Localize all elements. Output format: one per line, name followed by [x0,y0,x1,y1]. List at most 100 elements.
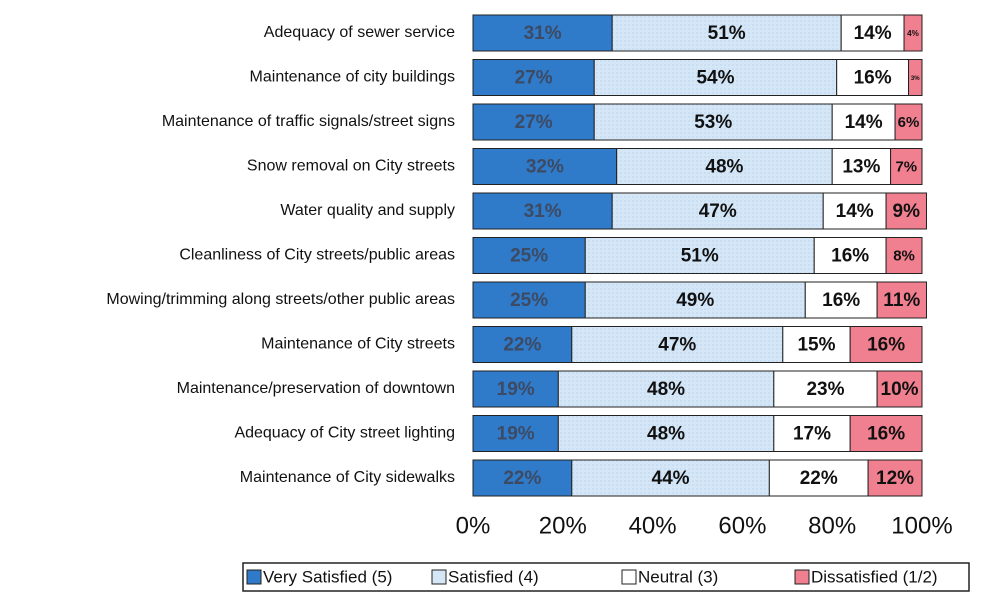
x-tick-label: 0% [456,512,491,539]
bar-segment [472,59,595,96]
legend-label: Neutral (3) [638,567,718,586]
bar-segment [616,148,833,185]
category-label: Adequacy of sewer service [264,24,455,41]
bar-segment [557,370,775,408]
value-label: 9% [893,201,921,222]
category-label: Maintenance of City streets [261,336,455,353]
value-label: 17% [793,424,831,445]
value-label: 4% [907,29,919,38]
bar-segment [611,192,824,230]
bar-segment [773,415,851,452]
legend-box [242,562,970,592]
bar-segment [890,148,923,185]
bar-segment [611,14,842,52]
category-label: Adequacy of City street lighting [234,425,455,442]
value-label: 49% [676,290,714,311]
bar-segment [782,326,851,363]
bar-segment [885,237,923,274]
category-label: Maintenance of traffic signals/street si… [162,113,455,130]
value-label: 53% [694,112,732,133]
value-label: 14% [836,201,874,222]
category-label: Maintenance/preservation of downtown [177,380,455,397]
value-label: 22% [503,468,541,489]
value-label: 31% [524,23,562,44]
bar-segment [836,59,910,96]
value-label: 22% [503,335,541,356]
bar-segment [593,103,833,141]
value-label: 51% [708,23,746,44]
value-label: 8% [893,247,915,264]
value-label: 11% [883,290,920,311]
value-label: 25% [510,246,548,267]
category-label: Mowing/trimming along streets/other publ… [106,291,455,308]
bar-segment [849,415,923,452]
value-label: 7% [895,158,917,175]
bar-segment [804,281,878,319]
value-label: 27% [515,112,553,133]
value-label: 19% [497,424,535,445]
bar-segment [876,370,923,408]
value-label: 19% [497,379,535,400]
value-label: 16% [822,290,860,311]
bar-segment [557,415,775,452]
legend-label: Very Satisfied (5) [263,567,392,586]
value-label: 32% [526,157,564,178]
bar-segment [584,281,806,319]
x-tick-label: 20% [539,512,587,539]
bar-segment [831,148,892,185]
bar-segment [472,281,586,319]
category-label: Maintenance of city buildings [250,69,455,86]
bar-segment [885,192,927,230]
bar-segment [593,59,838,96]
value-label: 16% [867,335,905,356]
bar-segment [831,103,896,141]
bar-segment [822,192,887,230]
bar-segment [584,237,815,274]
x-tick-label: 100% [891,512,952,539]
value-label: 44% [652,468,690,489]
bar-segment [876,281,927,319]
value-label: 31% [524,201,562,222]
value-label: 51% [681,246,719,267]
legend-swatch [794,569,810,585]
value-label: 54% [696,68,734,89]
value-label: 16% [854,68,892,89]
value-label: 14% [854,23,892,44]
value-label: 3% [911,76,920,82]
bar-segment [571,326,784,363]
value-label: 23% [806,379,844,400]
legend-swatch [621,569,637,585]
value-label: 12% [876,468,914,489]
value-label: 47% [658,335,696,356]
value-label: 48% [647,379,685,400]
bar-segment [472,148,618,185]
bar-segment [813,237,887,274]
legend-swatch [431,569,447,585]
value-label: 25% [510,290,548,311]
value-label: 27% [515,68,553,89]
bar-segment [472,14,613,52]
value-label: 6% [898,114,920,131]
legend-swatch [246,569,262,585]
legend-label: Dissatisfied (1/2) [811,567,938,586]
bar-segment [903,14,923,52]
value-label: 16% [831,246,869,267]
value-label: 16% [867,424,905,445]
x-tick-label: 40% [629,512,677,539]
bar-segment [867,459,923,497]
bar-segment [571,459,770,497]
bar-segment [472,103,595,141]
category-label: Maintenance of City sidewalks [240,469,455,486]
bar-segment [894,103,923,141]
value-label: 47% [699,201,737,222]
value-label: 48% [705,157,743,178]
value-label: 48% [647,424,685,445]
value-label: 13% [842,157,880,178]
value-label: 10% [881,379,919,400]
category-label: Cleanliness of City streets/public areas [179,247,455,264]
bar-segment [908,59,923,96]
legend-label: Satisfied (4) [448,567,539,586]
x-tick-label: 80% [808,512,856,539]
value-label: 15% [797,335,835,356]
